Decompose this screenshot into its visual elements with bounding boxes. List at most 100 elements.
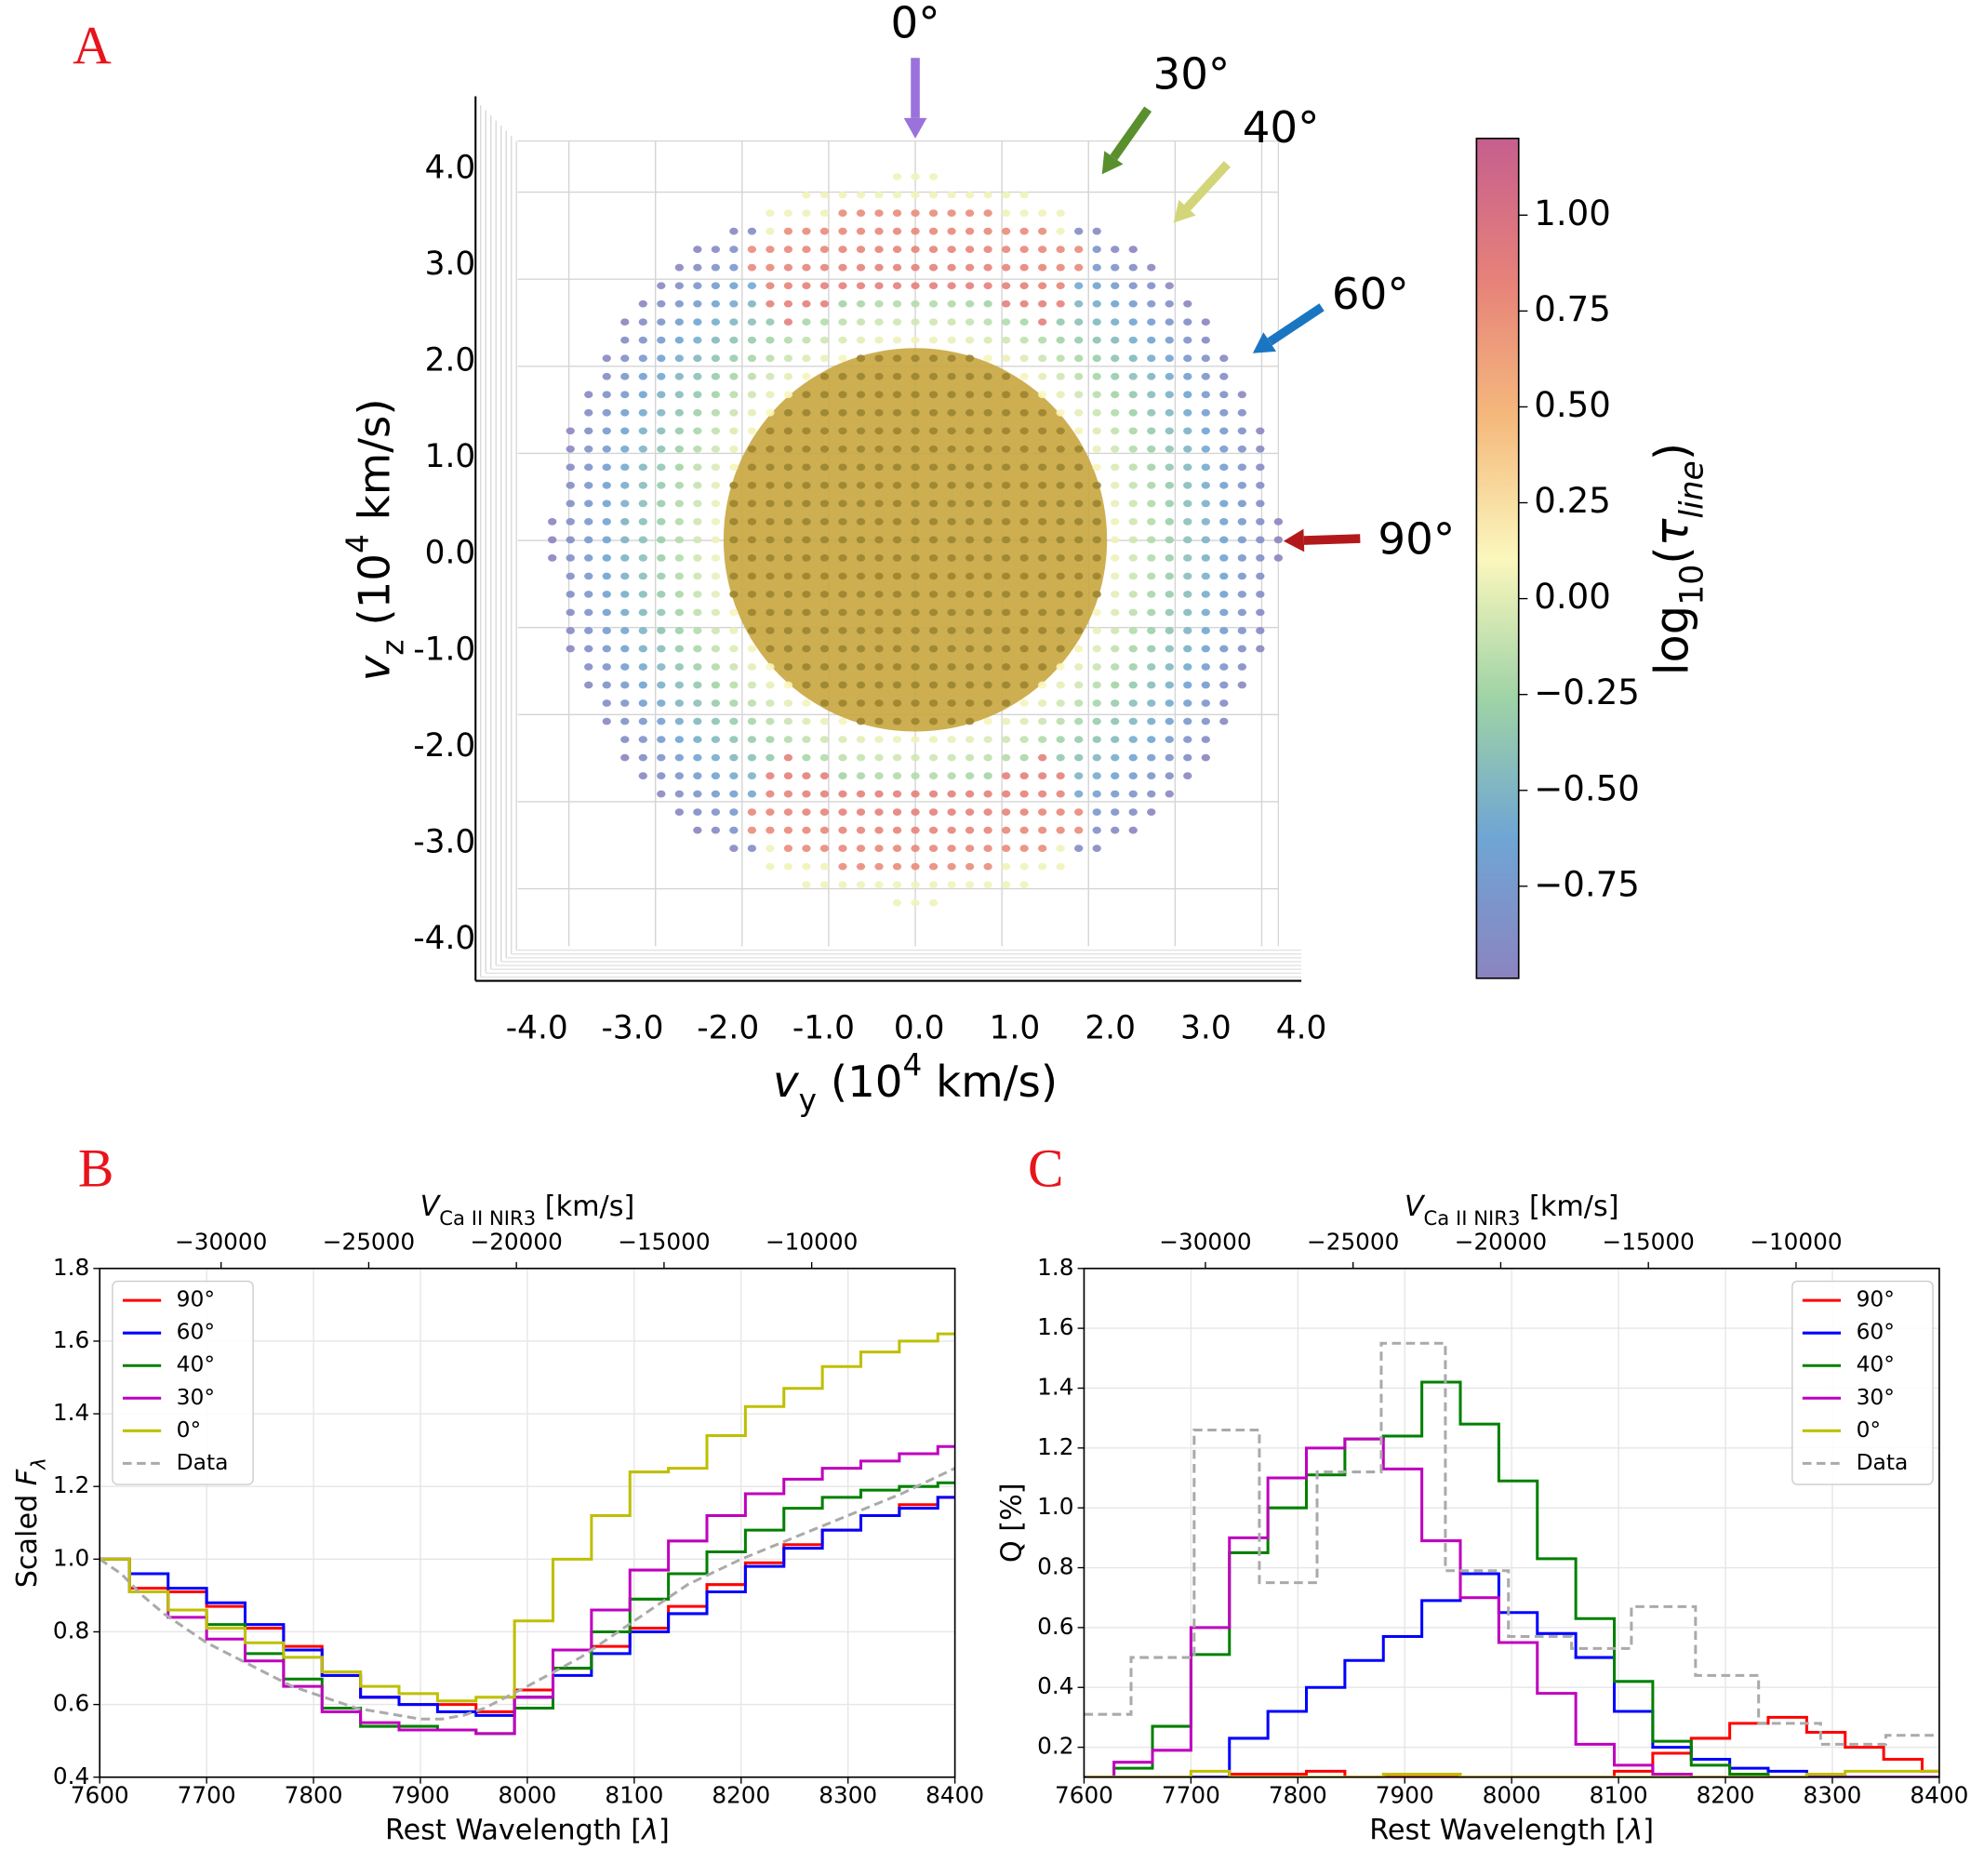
sphere-dot <box>1219 663 1229 671</box>
sphere-dot <box>1111 445 1120 453</box>
sphere-dot <box>838 645 847 653</box>
sphere-dot <box>711 554 721 562</box>
sphere-dot <box>856 336 866 344</box>
sphere-dot <box>747 445 757 453</box>
sphere-dot <box>1183 518 1192 526</box>
sphere-dot <box>1074 790 1084 798</box>
sphere-dot <box>1001 336 1011 344</box>
sphere-dot <box>911 191 920 199</box>
sphere-dot <box>965 554 975 562</box>
sphere-dot <box>802 227 811 235</box>
x-tick-label: 3.0 <box>1180 1009 1232 1046</box>
sphere-dot <box>638 445 647 453</box>
sphere-dot <box>838 772 847 779</box>
sphere-dot <box>1037 209 1047 217</box>
label-part: y <box>799 1083 817 1118</box>
sphere-dot <box>766 645 775 653</box>
sphere-dot <box>1165 536 1174 544</box>
sphere-dot <box>1183 318 1192 326</box>
sphere-dot <box>1111 681 1120 689</box>
sphere-dot <box>1037 536 1047 544</box>
sphere-dot <box>766 554 775 562</box>
sphere-dot <box>766 354 775 363</box>
sphere-dot <box>874 645 884 653</box>
sphere-dot <box>928 263 939 272</box>
x-tick-label: 7600 <box>71 1781 129 1808</box>
sphere-dot <box>620 717 630 725</box>
sphere-dot <box>1056 608 1065 617</box>
sphere-dot <box>1019 753 1029 762</box>
sphere-dot <box>1256 572 1265 580</box>
arrow-shaft <box>1183 161 1231 211</box>
sphere-dot <box>892 427 902 435</box>
sphere-dot <box>1111 391 1120 399</box>
sphere-dot <box>711 663 721 671</box>
sphere-dot <box>1092 717 1101 725</box>
sphere-dot <box>947 808 956 816</box>
sphere-dot <box>783 481 793 489</box>
sphere-dot <box>928 372 939 380</box>
sphere-dot <box>928 753 939 762</box>
sphere-dot <box>983 808 992 816</box>
sphere-dot <box>638 681 647 689</box>
sphere-dot <box>1056 391 1065 399</box>
sphere-dot <box>1074 826 1084 834</box>
sphere-dot <box>892 481 902 489</box>
sphere-dot <box>947 736 956 743</box>
sphere-dot <box>892 372 902 380</box>
sphere-dot <box>1092 699 1101 707</box>
sphere-dot <box>911 518 920 526</box>
sphere-dot <box>965 499 975 508</box>
sphere-dot <box>1256 627 1265 634</box>
sphere-dot <box>1128 699 1138 707</box>
sphere-dot <box>1183 681 1192 689</box>
sphere-dot <box>1165 699 1174 707</box>
sphere-dot <box>838 263 847 272</box>
sphere-dot <box>1092 463 1101 472</box>
label-part: 10 <box>1673 565 1711 605</box>
sphere-dot <box>928 627 939 634</box>
sphere-dot <box>892 808 902 816</box>
sphere-dot <box>674 627 685 634</box>
sphere-dot <box>747 481 757 489</box>
sphere-dot <box>911 753 920 762</box>
sphere-dot <box>856 881 866 889</box>
sphere-dot <box>1147 391 1156 399</box>
sphere-dot <box>657 299 666 308</box>
sphere-dot <box>838 591 847 598</box>
sphere-dot <box>1128 499 1138 508</box>
sphere-dot <box>1201 408 1210 417</box>
sphere-dot <box>693 627 702 634</box>
sphere-dot <box>1037 263 1047 272</box>
sphere-dot <box>802 299 811 308</box>
sphere-dot <box>911 808 920 816</box>
sphere-dot <box>983 191 992 199</box>
sphere-dot <box>892 536 902 544</box>
sphere-dot <box>1037 299 1047 308</box>
y-tick-label: 0.2 <box>1037 1733 1073 1760</box>
sphere-dot <box>1219 372 1229 380</box>
sphere-dot <box>1183 299 1192 308</box>
colorbar-tick-label: 0.00 <box>1534 577 1611 617</box>
sphere-dot <box>1001 391 1011 399</box>
sphere-dot <box>1183 536 1192 544</box>
sphere-dot <box>1019 699 1029 707</box>
sphere-dot <box>1019 845 1029 853</box>
sphere-dot <box>947 518 956 526</box>
sphere-dot <box>693 427 702 435</box>
sphere-dot <box>856 518 866 526</box>
sphere-dot <box>928 663 939 671</box>
sphere-dot <box>965 627 975 634</box>
sphere-dot <box>620 645 630 653</box>
sphere-dot <box>874 536 884 544</box>
sphere-dot <box>965 481 975 489</box>
sphere-dot <box>838 663 847 671</box>
sphere-dot <box>657 608 666 617</box>
sphere-dot <box>674 554 685 562</box>
sphere-dot <box>947 227 956 235</box>
sphere-dot <box>1019 336 1029 344</box>
sphere-dot <box>838 209 847 217</box>
legend-label: 0° <box>177 1417 202 1443</box>
sphere-dot <box>1165 481 1174 489</box>
sphere-dot <box>874 681 884 689</box>
